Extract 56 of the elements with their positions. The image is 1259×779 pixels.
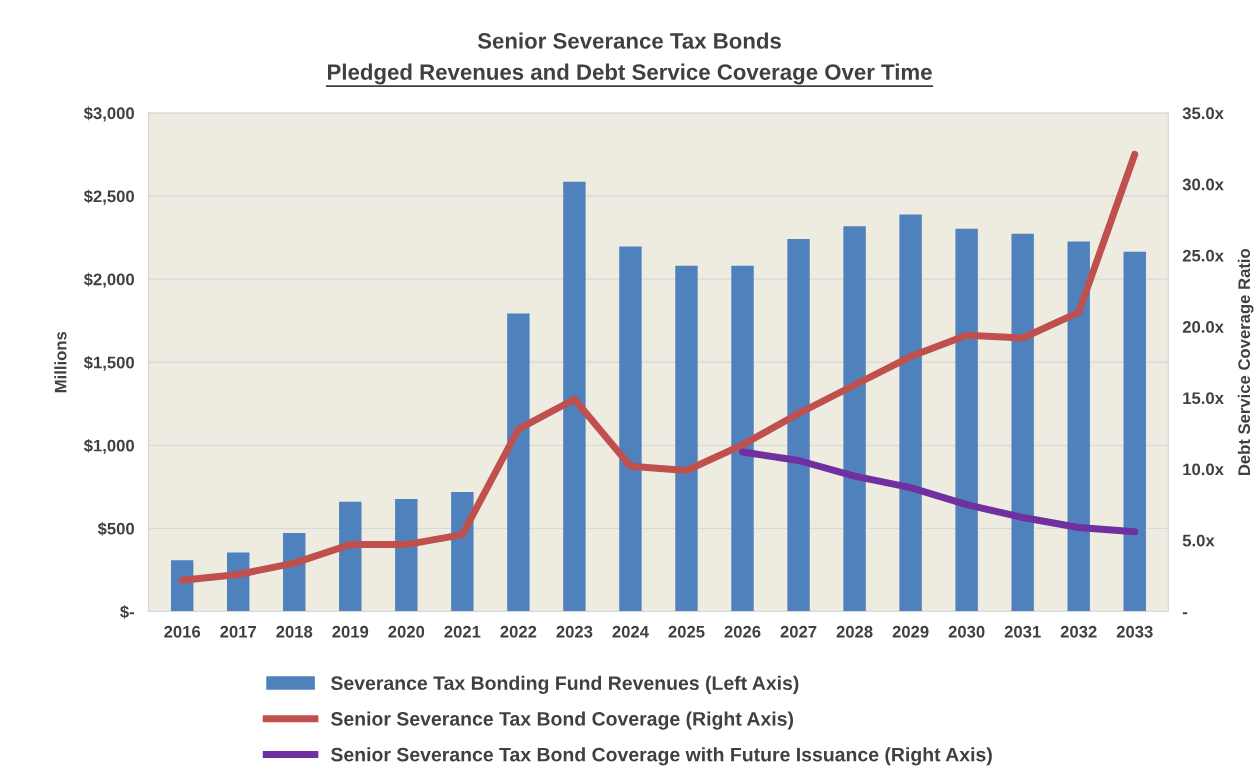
y-tick-label: $2,500 (83, 189, 134, 205)
x-tick-label: 2027 (780, 625, 817, 638)
y2-axis-title: Debt Service Coverage Ratio (1237, 248, 1254, 476)
bar (843, 226, 866, 612)
x-tick-label: 2021 (444, 625, 481, 638)
x-tick-label: 2016 (164, 625, 201, 638)
x-tick-label: 2025 (668, 625, 705, 638)
bar (787, 239, 810, 612)
bar (1123, 251, 1146, 612)
x-tick-label: 2032 (1060, 625, 1097, 638)
legend-label: Senior Severance Tax Bond Coverage with Future Issuance (Right Axis) (330, 747, 992, 766)
y-tick-label: $1,000 (83, 439, 134, 454)
bar (899, 214, 922, 612)
y2-tick-label: - (1182, 612, 1188, 615)
y2-tick-label: 5.0x (1182, 534, 1215, 547)
legend-label: Senior Severance Tax Bond Coverage (Right Axis) (330, 711, 794, 730)
y2-tick-label: 20.0x (1182, 321, 1224, 333)
x-tick-label: 2017 (220, 625, 257, 638)
x-tick-label: 2030 (948, 625, 985, 638)
bar (675, 265, 698, 612)
bar (731, 265, 754, 612)
bar (170, 560, 194, 612)
bar (451, 492, 474, 612)
x-tick-label: 2018 (276, 625, 313, 638)
y2-tick-label: 35.0x (1182, 107, 1224, 120)
x-tick-label: 2029 (892, 625, 929, 638)
y-tick-label: $3,000 (83, 106, 134, 122)
x-tick-label: 2024 (612, 625, 649, 638)
x-tick-label: 2023 (556, 625, 593, 638)
y2-tick-label: 10.0x (1183, 463, 1224, 476)
bar (619, 246, 642, 612)
y2-tick-label: 30.0x (1182, 178, 1224, 191)
bar (955, 228, 978, 612)
bar (1011, 233, 1034, 612)
legend-label: Severance Tax Bonding Fund Revenues (Left Axis) (330, 675, 799, 694)
x-tick-label: 2031 (1004, 625, 1041, 638)
chart-subtitle: Pledged Revenues and Debt Service Coverage Over Time (327, 63, 932, 85)
x-tick-label: 2028 (836, 625, 873, 638)
y2-tick-label: 15.0x (1183, 392, 1224, 405)
y-tick-label: $- (120, 605, 135, 619)
x-tick-label: 2019 (332, 625, 369, 638)
x-tick-label: 2033 (1116, 625, 1153, 638)
x-tick-label: 2026 (724, 625, 761, 638)
x-tick-label: 2022 (500, 625, 537, 638)
y-tick-label: $2,000 (83, 272, 134, 288)
bar (339, 501, 362, 612)
y-tick-label: $1,500 (83, 355, 134, 371)
bar (1067, 241, 1090, 612)
x-tick-label: 2020 (388, 625, 425, 638)
chart-title: Senior Severance Tax Bonds (477, 32, 781, 49)
y-axis-title: Millions (54, 331, 67, 393)
bar (507, 313, 530, 612)
y-tick-label: $500 (97, 522, 134, 536)
y2-tick-label: 25.0x (1182, 249, 1224, 262)
bar (395, 499, 418, 612)
bar (563, 181, 586, 612)
